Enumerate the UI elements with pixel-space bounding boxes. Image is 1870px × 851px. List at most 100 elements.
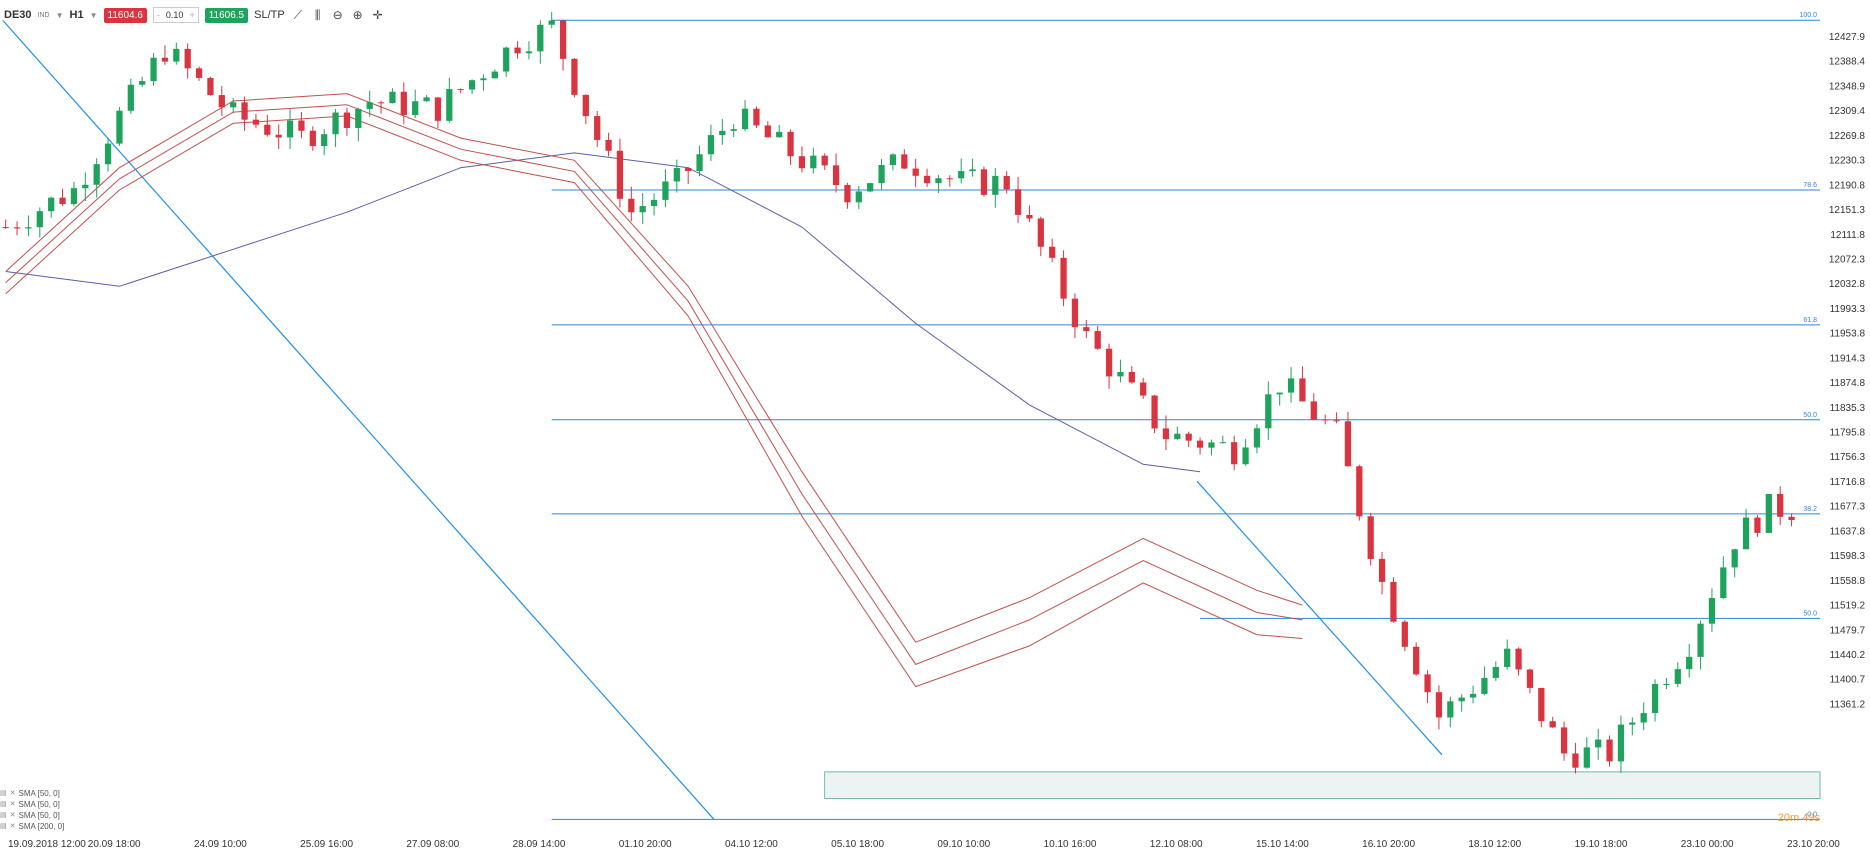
x-axis-tick-label: 19.09.2018 12:00 — [8, 839, 86, 850]
candle-body — [992, 175, 999, 195]
crosshair-icon[interactable]: ✛ — [372, 8, 383, 22]
chart-type-icon[interactable]: ⟋ — [293, 7, 302, 22]
candle-body — [321, 134, 328, 147]
candle-body — [1014, 189, 1022, 215]
fib-level-label: 78.6 — [1803, 182, 1817, 189]
candle-body — [559, 20, 567, 59]
x-axis-tick-label: 25.09 16:00 — [300, 839, 353, 850]
sell-button[interactable]: 11604.6 — [103, 7, 147, 23]
timeframe-selector[interactable]: H1 — [69, 9, 84, 21]
candle-body — [207, 77, 214, 96]
candle-body — [1333, 420, 1340, 422]
x-axis-tick-label: 19.10 18:00 — [1575, 839, 1628, 850]
candle-body — [1049, 246, 1056, 258]
candle-body — [707, 135, 715, 155]
close-icon[interactable]: ✕ — [9, 801, 16, 808]
candle-body — [650, 199, 658, 207]
y-axis-tick-label: 12111.8 — [1830, 230, 1865, 241]
lot-size-stepper[interactable]: - 0.10 + — [152, 7, 199, 23]
x-axis-tick-label: 16.10 20:00 — [1362, 839, 1415, 850]
candle-body — [969, 169, 976, 172]
fib-level-label: 50.0 — [1803, 412, 1817, 419]
settings-icon[interactable]: ▤ — [0, 812, 7, 819]
candle-body — [582, 94, 589, 117]
sma-50-line — [5, 104, 1303, 666]
candle-body — [503, 47, 510, 72]
candle-body — [719, 130, 726, 136]
legend-label: SMA [50, 0] — [18, 789, 60, 798]
sltp-button[interactable]: SL/TP — [254, 9, 285, 21]
close-icon[interactable]: ✕ — [9, 812, 16, 819]
candle-body — [1071, 298, 1079, 328]
settings-icon[interactable]: ▤ — [0, 823, 7, 830]
candle-body — [173, 48, 180, 62]
candle-body — [1378, 558, 1386, 582]
y-axis-tick-label: 11400.7 — [1830, 675, 1866, 686]
candle-body — [1094, 331, 1101, 349]
candle-body — [446, 89, 453, 121]
zoom-in-icon[interactable]: ⊕ — [352, 8, 363, 22]
candle-body — [1390, 581, 1397, 622]
candle-body — [70, 188, 78, 205]
zoom-out-icon[interactable]: ⊖ — [332, 8, 343, 22]
candle-body — [1742, 517, 1750, 550]
legend-item[interactable]: ▤ ✕ SMA [50, 0] — [0, 810, 64, 821]
candle-body — [218, 95, 225, 108]
candle-body — [1140, 382, 1147, 396]
y-axis-tick-label: 11716.8 — [1830, 477, 1866, 488]
lot-increase-button[interactable]: + — [189, 10, 195, 20]
y-axis-tick-label: 11756.3 — [1830, 452, 1866, 463]
candle-body — [764, 125, 771, 138]
candle-body — [184, 48, 191, 69]
legend-item[interactable]: ▤ ✕ SMA [50, 0] — [0, 788, 64, 799]
candle-body — [889, 154, 897, 166]
candle-body — [150, 57, 157, 82]
candle-body — [980, 169, 988, 195]
y-axis-tick-label: 11677.3 — [1830, 502, 1866, 513]
y-axis-tick-label: 11914.3 — [1830, 353, 1866, 364]
y-axis-tick-label: 12269.8 — [1829, 131, 1866, 142]
settings-icon[interactable]: ▤ — [0, 801, 7, 808]
candle-body — [844, 185, 851, 203]
sma-200-line — [5, 152, 1201, 473]
x-axis-tick-label: 10.10 16:00 — [1044, 839, 1097, 850]
indicators-icon[interactable]: ⫼ — [314, 7, 321, 22]
y-axis-tick-label: 11795.8 — [1830, 428, 1866, 439]
buy-button[interactable]: 11606.5 — [204, 7, 249, 23]
symbol-name[interactable]: DE30 — [4, 9, 32, 21]
sma-50-line — [5, 115, 1303, 688]
candle-body — [230, 102, 237, 108]
close-icon[interactable]: ✕ — [9, 790, 16, 797]
candle-body — [1674, 669, 1681, 684]
candle-body — [82, 184, 89, 189]
legend-item[interactable]: ▤ ✕ SMA [50, 0] — [0, 799, 64, 810]
candle-body — [673, 168, 680, 182]
fib-level-label: 0.0 — [1807, 811, 1817, 818]
x-axis-tick-label: 20.09 18:00 — [88, 839, 141, 850]
symbol-dropdown-icon[interactable]: ▼ — [55, 10, 64, 20]
candle-body — [946, 178, 953, 180]
candle-body — [696, 154, 703, 171]
fib-level-label: 50.0 — [1803, 610, 1817, 617]
candle-body — [1583, 747, 1590, 768]
fib-level-label: 61.8 — [1803, 317, 1817, 324]
candle-body — [457, 89, 464, 91]
candle-body — [1356, 466, 1363, 517]
y-axis-tick-label: 11637.8 — [1830, 526, 1866, 537]
settings-icon[interactable]: ▤ — [0, 790, 7, 797]
legend-item[interactable]: ▤ ✕ SMA [200, 0] — [0, 821, 64, 832]
lot-decrease-button[interactable]: - — [156, 10, 160, 20]
candle-body — [1663, 683, 1670, 685]
candle-body — [1424, 674, 1431, 693]
x-axis-tick-label: 24.09 10:00 — [194, 839, 247, 850]
candle-body — [1720, 567, 1727, 598]
candle-body — [1572, 753, 1579, 768]
candle-body — [1083, 327, 1090, 332]
close-icon[interactable]: ✕ — [9, 823, 16, 830]
candle-body — [195, 68, 203, 78]
timeframe-dropdown-icon[interactable]: ▼ — [89, 10, 98, 20]
support-zone — [824, 771, 1821, 799]
lot-value[interactable]: 0.10 — [165, 10, 184, 20]
x-axis-tick-label: 23.10 20:00 — [1787, 839, 1840, 850]
